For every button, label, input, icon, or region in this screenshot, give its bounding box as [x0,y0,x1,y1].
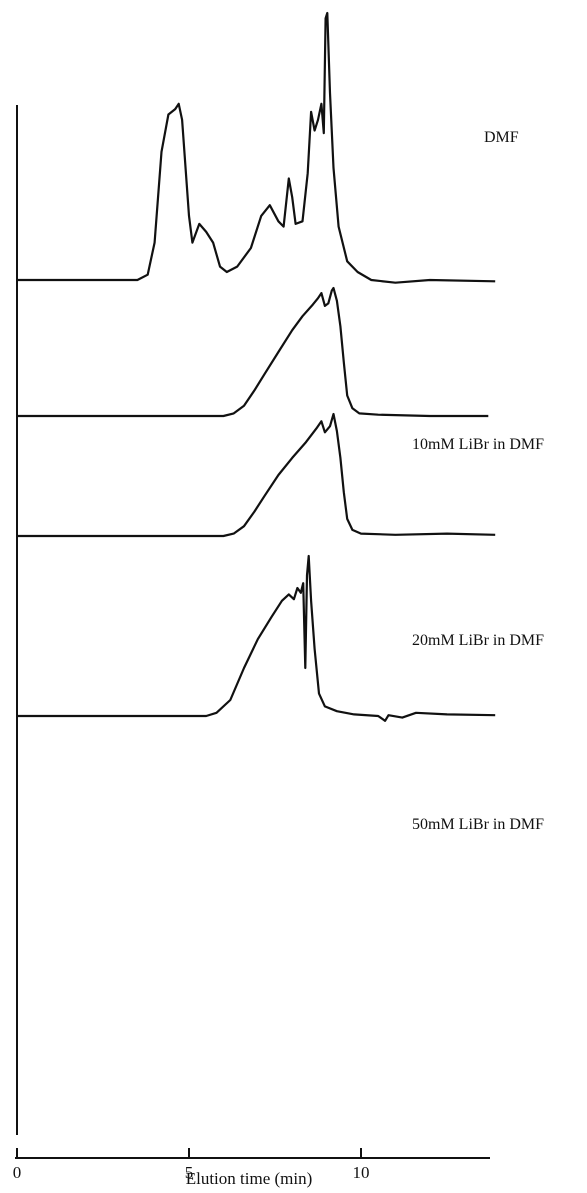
x-tick-label-0: 0 [13,1163,22,1182]
x-axis-label: Elution time (min) [186,1169,313,1188]
series-label-1: DMF [484,129,519,146]
series-labels-group: DMF 10mM LiBr in DMF 20mM LiBr in DMF 50mM … [412,129,544,833]
x-ticks-group: 0 5 10 [13,1148,370,1182]
x-tick-label-5: 5 [185,1163,194,1182]
trace-line-3 [17,412,496,538]
series-label-2: 10mM LiBr in DMF [412,436,544,453]
trace-line-2 [17,286,489,418]
traces-group [17,11,496,722]
series-label-3: 20mM LiBr in DMF [412,632,544,649]
trace-line-1 [17,11,496,284]
trace-line-4 [17,554,496,722]
series-label-4: 50mM LiBr in DMF [412,816,544,833]
x-tick-label-10: 10 [353,1163,370,1182]
